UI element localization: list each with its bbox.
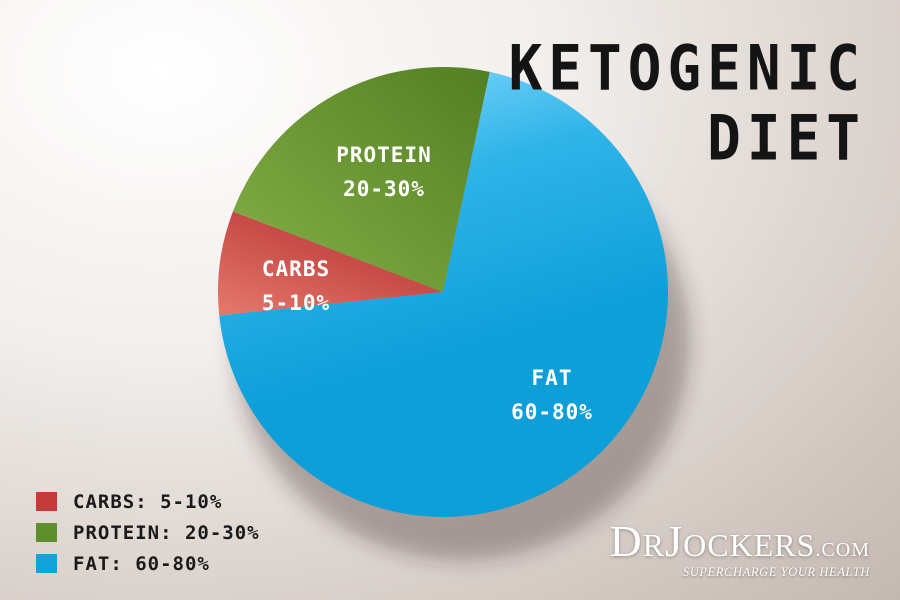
- legend-item-fat: FAT: 60-80%: [36, 548, 260, 579]
- slice-value-fat: 60-80%: [511, 400, 593, 424]
- slice-value-carbs: 5-10%: [262, 291, 330, 315]
- pie-slice-protein: [232, 67, 490, 292]
- legend-swatch-carbs: [36, 492, 57, 511]
- legend-label-carbs: CARBS: 5-10%: [73, 490, 223, 513]
- brand-letter-d: D: [609, 517, 643, 566]
- slice-value-protein: 20-30%: [343, 177, 425, 201]
- slice-label-carbs: CARBS: [262, 257, 330, 281]
- brand-logo: DRJOCKERS.COM SUPERCHARGE YOUR HEALTH: [610, 520, 870, 580]
- chart-title-line-2: DIET: [707, 102, 866, 176]
- legend: CARBS: 5-10% PROTEIN: 20-30% FAT: 60-80%: [36, 486, 260, 579]
- legend-label-protein: PROTEIN: 20-30%: [73, 521, 260, 544]
- brand-domain: .COM: [815, 539, 870, 561]
- chart-title-line-1: KETOGENIC: [508, 32, 866, 106]
- brand-letters-ockers: OCKERS: [683, 527, 816, 563]
- slice-label-fat: FAT: [532, 366, 573, 390]
- brand-letter-j: J: [665, 517, 684, 566]
- pie-slice-carbs: [217, 211, 443, 316]
- legend-item-protein: PROTEIN: 20-30%: [36, 517, 260, 548]
- slice-label-protein: PROTEIN: [336, 143, 432, 167]
- legend-label-fat: FAT: 60-80%: [73, 552, 210, 575]
- legend-item-carbs: CARBS: 5-10%: [36, 486, 260, 517]
- legend-swatch-protein: [36, 523, 57, 542]
- brand-tagline: SUPERCHARGE YOUR HEALTH: [682, 565, 870, 579]
- legend-swatch-fat: [36, 554, 57, 573]
- pie-slice-fat: [219, 71, 668, 518]
- brand-letter-r: R: [642, 527, 666, 563]
- brand-name: DRJOCKERS.COM: [610, 520, 870, 564]
